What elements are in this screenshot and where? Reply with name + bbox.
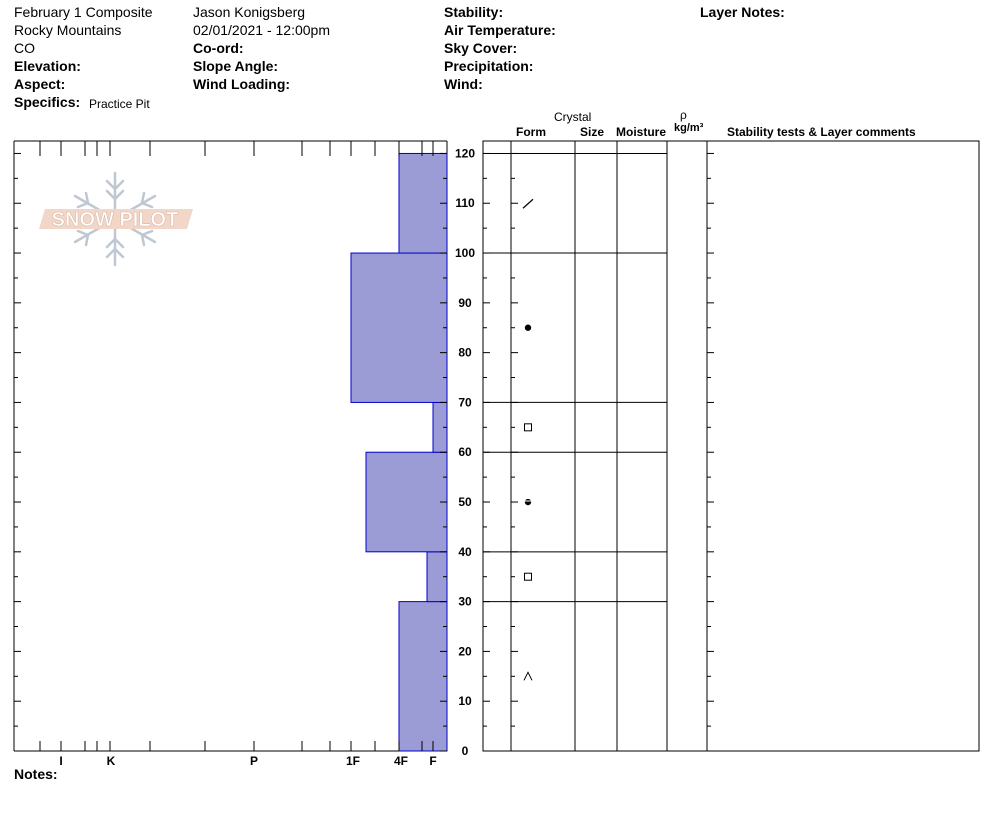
pit-name: February 1 Composite [14, 4, 153, 20]
size-header: Size [580, 125, 605, 139]
faceted-crystals-symbol [524, 572, 532, 581]
melt-freeze-symbol [524, 498, 532, 506]
observer-name: Jason Konigsberg [193, 4, 306, 20]
height-tick-label: 110 [455, 196, 475, 210]
height-tick-label: 10 [458, 694, 472, 708]
crystal-header: Crystal [554, 110, 592, 124]
specifics-label: Specifics: [14, 94, 81, 110]
hardness-layer-bar [398, 601, 448, 752]
snowpilot-logo: SNOW PILOT [39, 171, 193, 267]
sky-cover-label: Sky Cover: [444, 40, 518, 56]
height-tick-label: 90 [458, 296, 472, 310]
melt-forms-symbol [524, 324, 532, 331]
height-tick-label: 40 [458, 545, 472, 559]
specifics-value: Practice Pit [89, 97, 150, 111]
hardness-tick-label: 4F [394, 754, 408, 768]
height-tick-label: 120 [455, 146, 475, 160]
moisture-header: Moisture [616, 125, 667, 139]
hardness-tick-label: 1F [346, 754, 360, 768]
height-tick-label: 80 [458, 346, 472, 360]
observation-datetime: 02/01/2021 - 12:00pm [193, 22, 330, 38]
density-unit-header: kg/m³ [674, 122, 704, 134]
crystal-table [482, 140, 980, 752]
hardness-tick-label: I [59, 754, 62, 768]
rho-header: ρ [680, 108, 687, 122]
hardness-tick-label: F [429, 754, 436, 768]
height-tick-label: 60 [458, 445, 472, 459]
state-name: CO [14, 40, 35, 56]
depth-hoar-symbol [523, 671, 533, 681]
faceted-crystals-symbol [524, 423, 532, 432]
slope-angle-label: Slope Angle: [193, 58, 279, 74]
hardness-layer-bar [350, 252, 448, 403]
hardness-tick-label: P [250, 754, 258, 768]
air-temperature-label: Air Temperature: [444, 22, 556, 38]
hardness-layer-bar [365, 451, 448, 553]
height-tick-label: 0 [462, 744, 469, 758]
coord-label: Co-ord: [193, 40, 244, 56]
stability-tests-header: Stability tests & Layer comments [727, 125, 916, 139]
height-tick-label: 100 [455, 246, 475, 260]
notes-label: Notes: [14, 766, 58, 782]
height-tick-label: 70 [458, 395, 472, 409]
hardness-tick-label: K [107, 754, 116, 768]
precipitation-label: Precipitation: [444, 58, 534, 74]
wind-label: Wind: [444, 76, 483, 92]
stability-label: Stability: [444, 4, 504, 20]
snowpilot-logo-text: SNOW PILOT [52, 209, 179, 231]
hardness-layer-bar [398, 152, 448, 254]
range-name: Rocky Mountains [14, 22, 122, 38]
decomposing-fragments-symbol [522, 198, 534, 209]
height-tick-label: 30 [458, 595, 472, 609]
height-tick-label: 50 [458, 495, 472, 509]
layer-notes-label: Layer Notes: [700, 4, 785, 20]
aspect-label: Aspect: [14, 76, 66, 92]
elevation-label: Elevation: [14, 58, 81, 74]
height-tick-label: 20 [458, 644, 472, 658]
form-header: Form [516, 125, 546, 139]
wind-loading-label: Wind Loading: [193, 76, 291, 92]
